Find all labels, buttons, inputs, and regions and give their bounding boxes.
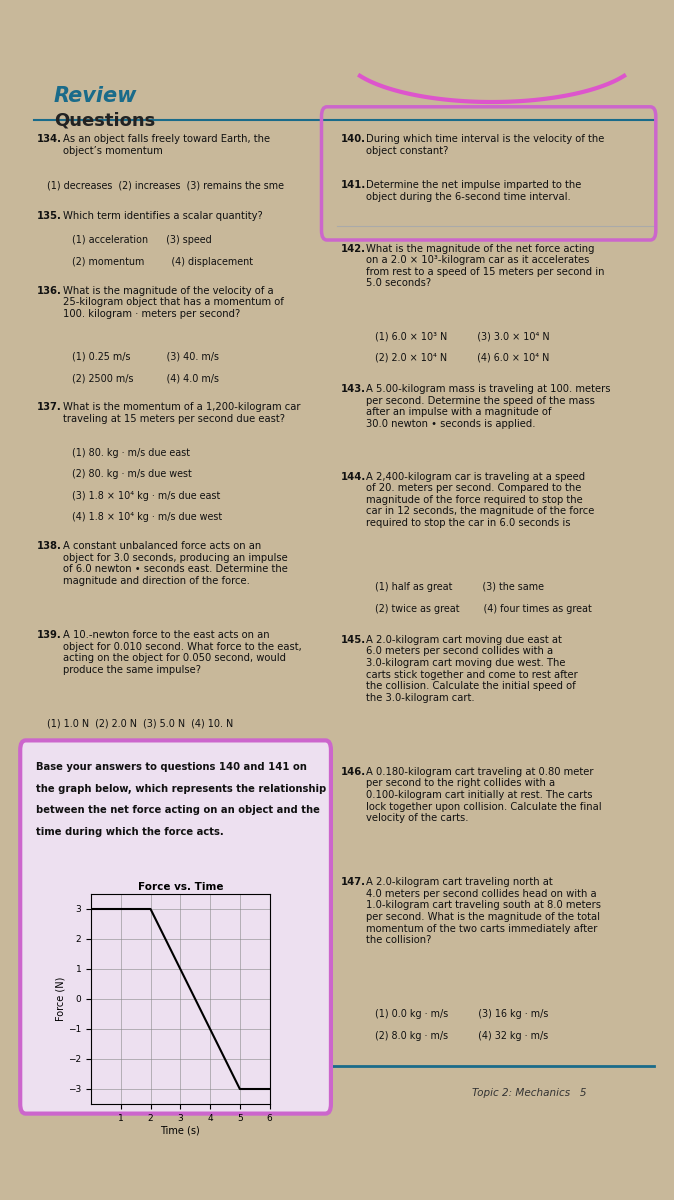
X-axis label: Time (s): Time (s) <box>160 1126 200 1135</box>
Text: 145.: 145. <box>340 635 365 644</box>
Text: (1) 80. kg · m/s due east: (1) 80. kg · m/s due east <box>72 448 190 457</box>
Text: 134.: 134. <box>37 134 62 144</box>
Text: Topic 2: Mechanics   5: Topic 2: Mechanics 5 <box>472 1088 586 1098</box>
Text: 137.: 137. <box>37 402 62 412</box>
Text: (1) acceleration      (3) speed: (1) acceleration (3) speed <box>72 235 212 245</box>
Text: 139.: 139. <box>37 630 62 640</box>
Text: 140.: 140. <box>340 134 365 144</box>
Text: A 10.-newton force to the east acts on an
object for 0.010 second. What force to: A 10.-newton force to the east acts on a… <box>63 630 301 674</box>
Text: 136.: 136. <box>37 286 62 295</box>
Text: Base your answers to questions 140 and 141 on: Base your answers to questions 140 and 1… <box>36 762 307 772</box>
Text: 144.: 144. <box>340 472 365 481</box>
Text: A 5.00-kilogram mass is traveling at 100. meters
per second. Determine the speed: A 5.00-kilogram mass is traveling at 100… <box>366 384 611 428</box>
Text: (1) 6.0 × 10³ N          (3) 3.0 × 10⁴ N: (1) 6.0 × 10³ N (3) 3.0 × 10⁴ N <box>375 331 550 341</box>
Text: the graph below, which represents the relationship: the graph below, which represents the re… <box>36 784 326 793</box>
Text: 141.: 141. <box>340 180 365 190</box>
Y-axis label: Force (N): Force (N) <box>55 977 65 1021</box>
Text: Determine the net impulse imparted to the
object during the 6-second time interv: Determine the net impulse imparted to th… <box>366 180 582 202</box>
Text: (1) half as great          (3) the same: (1) half as great (3) the same <box>375 582 545 592</box>
Text: (1) 0.0 kg · m/s          (3) 16 kg · m/s: (1) 0.0 kg · m/s (3) 16 kg · m/s <box>375 1009 549 1019</box>
Text: (1) 1.0 N  (2) 2.0 N  (3) 5.0 N  (4) 10. N: (1) 1.0 N (2) 2.0 N (3) 5.0 N (4) 10. N <box>47 719 233 728</box>
Text: A 2.0-kilogram cart traveling north at
4.0 meters per second collides head on wi: A 2.0-kilogram cart traveling north at 4… <box>366 877 601 946</box>
Text: time during which the force acts.: time during which the force acts. <box>36 827 224 836</box>
Text: A 2.0-kilogram cart moving due east at
6.0 meters per second collides with a
3.0: A 2.0-kilogram cart moving due east at 6… <box>366 635 578 703</box>
Text: Which term identifies a scalar quantity?: Which term identifies a scalar quantity? <box>63 211 262 221</box>
Text: 138.: 138. <box>37 541 62 551</box>
Text: During which time interval is the velocity of the
object constant?: During which time interval is the veloci… <box>366 134 605 156</box>
Text: What is the magnitude of the net force acting
on a 2.0 × 10³-kilogram car as it : What is the magnitude of the net force a… <box>366 244 605 288</box>
Text: (3) 1.8 × 10⁴ kg · m/s due east: (3) 1.8 × 10⁴ kg · m/s due east <box>72 491 220 500</box>
Text: What is the magnitude of the velocity of a
25-kilogram object that has a momentu: What is the magnitude of the velocity of… <box>63 286 284 319</box>
Text: A 2,400-kilogram car is traveling at a speed
of 20. meters per second. Compared : A 2,400-kilogram car is traveling at a s… <box>366 472 594 528</box>
Text: (4) 1.8 × 10⁴ kg · m/s due west: (4) 1.8 × 10⁴ kg · m/s due west <box>72 512 222 522</box>
Text: (2) momentum         (4) displacement: (2) momentum (4) displacement <box>72 257 253 266</box>
Text: (2) twice as great        (4) four times as great: (2) twice as great (4) four times as gre… <box>375 604 592 613</box>
Text: 143.: 143. <box>340 384 365 394</box>
Text: (2) 8.0 kg · m/s          (4) 32 kg · m/s: (2) 8.0 kg · m/s (4) 32 kg · m/s <box>375 1031 549 1040</box>
Text: between the net force acting on an object and the: between the net force acting on an objec… <box>36 805 319 815</box>
FancyBboxPatch shape <box>20 740 331 1114</box>
Text: (1) decreases  (2) increases  (3) remains the s​me: (1) decreases (2) increases (3) remains … <box>47 180 284 190</box>
Title: Force vs. Time: Force vs. Time <box>137 882 223 892</box>
Text: 135.: 135. <box>37 211 62 221</box>
Text: (2) 2.0 × 10⁴ N          (4) 6.0 × 10⁴ N: (2) 2.0 × 10⁴ N (4) 6.0 × 10⁴ N <box>375 353 550 362</box>
Text: What is the momentum of a 1,200-kilogram car
traveling at 15 meters per second d: What is the momentum of a 1,200-kilogram… <box>63 402 300 424</box>
Text: Questions: Questions <box>54 112 155 130</box>
Text: (1) 0.25 m/s            (3) 40. m/s: (1) 0.25 m/s (3) 40. m/s <box>72 352 219 361</box>
Text: A constant unbalanced force acts on an
object for 3.0 seconds, producing an impu: A constant unbalanced force acts on an o… <box>63 541 288 586</box>
Text: (2) 80. kg · m/s due west: (2) 80. kg · m/s due west <box>72 469 192 479</box>
Text: 147.: 147. <box>340 877 365 887</box>
Text: 146.: 146. <box>340 767 365 776</box>
Text: Review: Review <box>54 86 137 107</box>
Text: 142.: 142. <box>340 244 365 253</box>
Text: (2) 2500 m/s           (4) 4.0 m/s: (2) 2500 m/s (4) 4.0 m/s <box>72 373 219 383</box>
Text: As an object falls freely toward Earth, the
object’s momentum: As an object falls freely toward Earth, … <box>63 134 270 156</box>
Text: A 0.180-kilogram cart traveling at 0.80 meter
per second to the right collides w: A 0.180-kilogram cart traveling at 0.80 … <box>366 767 602 823</box>
